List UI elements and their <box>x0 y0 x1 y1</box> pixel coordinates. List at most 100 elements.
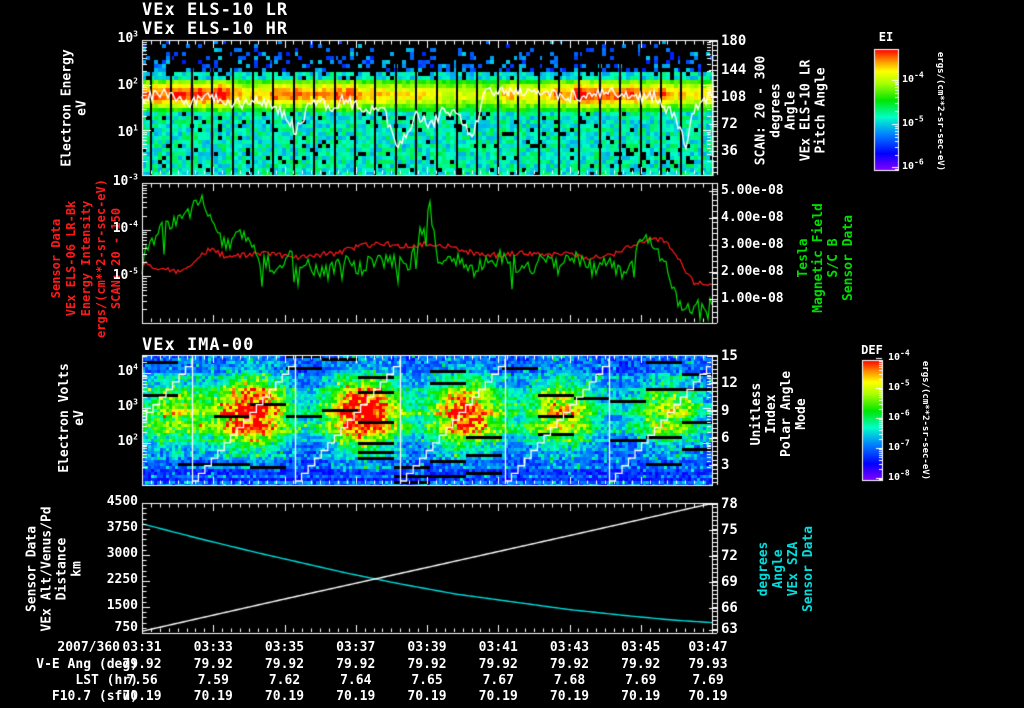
panel2-ytick: 10-3 <box>112 172 138 189</box>
table-value: 70.19 <box>407 689 447 704</box>
table-value: 7.59 <box>197 673 229 688</box>
table-value: 79.92 <box>264 657 305 672</box>
panel1-right-tick: 108 <box>721 89 747 105</box>
table-value: 70.19 <box>478 689 518 704</box>
panel1-right-axis-label: SCAN: 20 - 300 degrees Angle VEx ELS-10 … <box>753 55 829 165</box>
table-value: 70.19 <box>336 689 376 704</box>
panel4-altitude-sza-plot <box>142 503 712 633</box>
colorbar-ei-tick: 10-5 <box>902 114 924 129</box>
panel1-right-tick: 180 <box>721 33 747 49</box>
colorbar-ei-tick: 10-6 <box>902 157 924 172</box>
table-value: 79.92 <box>549 657 590 672</box>
panel2-right-tick: 2.00e-08 <box>721 264 784 279</box>
panel2-right-tick: 4.00e-08 <box>721 210 784 225</box>
table-value: 7.69 <box>625 673 657 688</box>
table-value: 79.92 <box>478 657 518 672</box>
panel3-right-tick: 9 <box>721 403 730 419</box>
table-row-label: LST (hr) <box>75 673 138 688</box>
table-value: 79.92 <box>193 657 233 672</box>
colorbar-def <box>862 360 882 480</box>
panel3-ytick: 104 <box>117 362 138 379</box>
colorbar-ei-tick: 10-4 <box>902 70 924 85</box>
time-tick-label: 03:47 <box>688 640 728 655</box>
table-value: 79.92 <box>336 657 376 672</box>
panel2-right-tick: 1.00e-08 <box>721 291 784 306</box>
table-value: 79.92 <box>621 657 661 672</box>
colorbar-def-title: DEF <box>861 343 883 357</box>
panel4-ytick: 4500 <box>106 494 138 509</box>
panel4-right-tick: 69 <box>721 574 738 590</box>
colorbar-ei <box>874 49 898 170</box>
table-value: 70.19 <box>122 689 162 704</box>
table-value: 79.92 <box>407 657 447 672</box>
table-value: 70.19 <box>193 689 233 704</box>
panel4-ytick: 1500 <box>106 598 138 613</box>
panel1-title-lr: VEx ELS-10 LR <box>142 0 289 20</box>
panel4-right-tick: 63 <box>721 621 738 637</box>
colorbar-def-unit-label: ergs/(cm**2-sr-sec-eV) <box>919 360 930 480</box>
table-value: 7.65 <box>411 673 443 688</box>
panel1-ytick: 102 <box>117 76 138 93</box>
table-value: 7.56 <box>126 673 158 688</box>
panel1-els-spectrogram <box>142 40 712 175</box>
panel3-right-tick: 6 <box>721 430 730 446</box>
table-value: 7.67 <box>482 673 514 688</box>
table-value: 79.93 <box>688 657 728 672</box>
panel4-right-tick: 66 <box>721 600 738 616</box>
panel1-ytick: 101 <box>117 123 138 140</box>
panel4-right-tick: 75 <box>721 522 738 538</box>
panel1-ytick: 103 <box>117 29 138 46</box>
panel2-intensity-bfield-plot <box>142 183 712 323</box>
colorbar-def-tick: 10-7 <box>888 438 910 453</box>
table-value: 70.19 <box>621 689 661 704</box>
time-tick-label: 03:41 <box>478 640 518 655</box>
table-value: 7.69 <box>692 673 724 688</box>
panel1-title-hr: VEx ELS-10 HR <box>142 19 289 39</box>
panel3-title: VEx IMA-00 <box>142 335 255 355</box>
panel4-right-tick: 72 <box>721 548 738 564</box>
panel1-y-axis-label: Electron Energy eV <box>59 49 90 167</box>
time-tick-label: 03:31 <box>122 640 162 655</box>
colorbar-def-tick: 10-8 <box>888 468 910 483</box>
date-label: 2007/360 <box>57 640 120 655</box>
panel4-right-tick: 78 <box>721 496 738 512</box>
table-value: 79.92 <box>122 657 162 672</box>
panel1-right-tick: 144 <box>721 62 747 78</box>
panel2-left-axis-label: Sensor Data VEx ELS-06 LR-Bk Energy Inte… <box>48 178 123 338</box>
panel2-right-tick: 5.00e-08 <box>721 183 784 198</box>
panel3-ytick: 102 <box>117 432 138 449</box>
table-value: 7.68 <box>553 673 586 688</box>
time-tick-label: 03:45 <box>621 640 661 655</box>
colorbar-def-tick: 10-5 <box>888 378 910 393</box>
table-row-label: V-E Ang (deg) <box>36 657 138 672</box>
panel1-right-tick: 72 <box>721 116 738 132</box>
panel4-ytick: 2250 <box>106 572 138 587</box>
table-value: 70.19 <box>549 689 590 704</box>
colorbar-ei-unit-label: ergs/(cm**2-sr-sec-eV) <box>934 51 945 171</box>
table-value: 7.64 <box>340 673 372 688</box>
table-value: 70.19 <box>264 689 305 704</box>
panel3-ima-spectrogram <box>142 355 712 485</box>
panel4-ytick: 750 <box>114 620 138 635</box>
panel2-right-axis-label: Tesla Magnetic Field S/C B Sensor Data <box>795 203 856 313</box>
panel3-right-tick: 15 <box>721 348 738 364</box>
time-tick-label: 03:39 <box>407 640 447 655</box>
time-tick-label: 03:37 <box>336 640 376 655</box>
colorbar-def-tick: 10-6 <box>888 408 910 423</box>
colorbar-def-tick: 10-4 <box>888 348 910 363</box>
panel2-ytick: 10-5 <box>112 266 138 283</box>
panel3-right-tick: 12 <box>721 375 738 391</box>
panel2-ytick: 10-4 <box>112 219 138 236</box>
table-row-label: F10.7 (sfu) <box>51 689 138 704</box>
time-tick-label: 03:35 <box>264 640 305 655</box>
table-value: 7.62 <box>268 673 301 688</box>
panel2-right-tick: 3.00e-08 <box>721 237 784 252</box>
colorbar-ei-title: EI <box>878 30 894 44</box>
table-value: 70.19 <box>688 689 728 704</box>
panel3-right-axis-label: Unitless Index Polar Angle Mode <box>749 370 810 458</box>
time-tick-label: 03:33 <box>193 640 233 655</box>
panel3-y-axis-label: Electron Volts eV <box>56 363 87 473</box>
panel3-right-tick: 3 <box>721 457 730 473</box>
